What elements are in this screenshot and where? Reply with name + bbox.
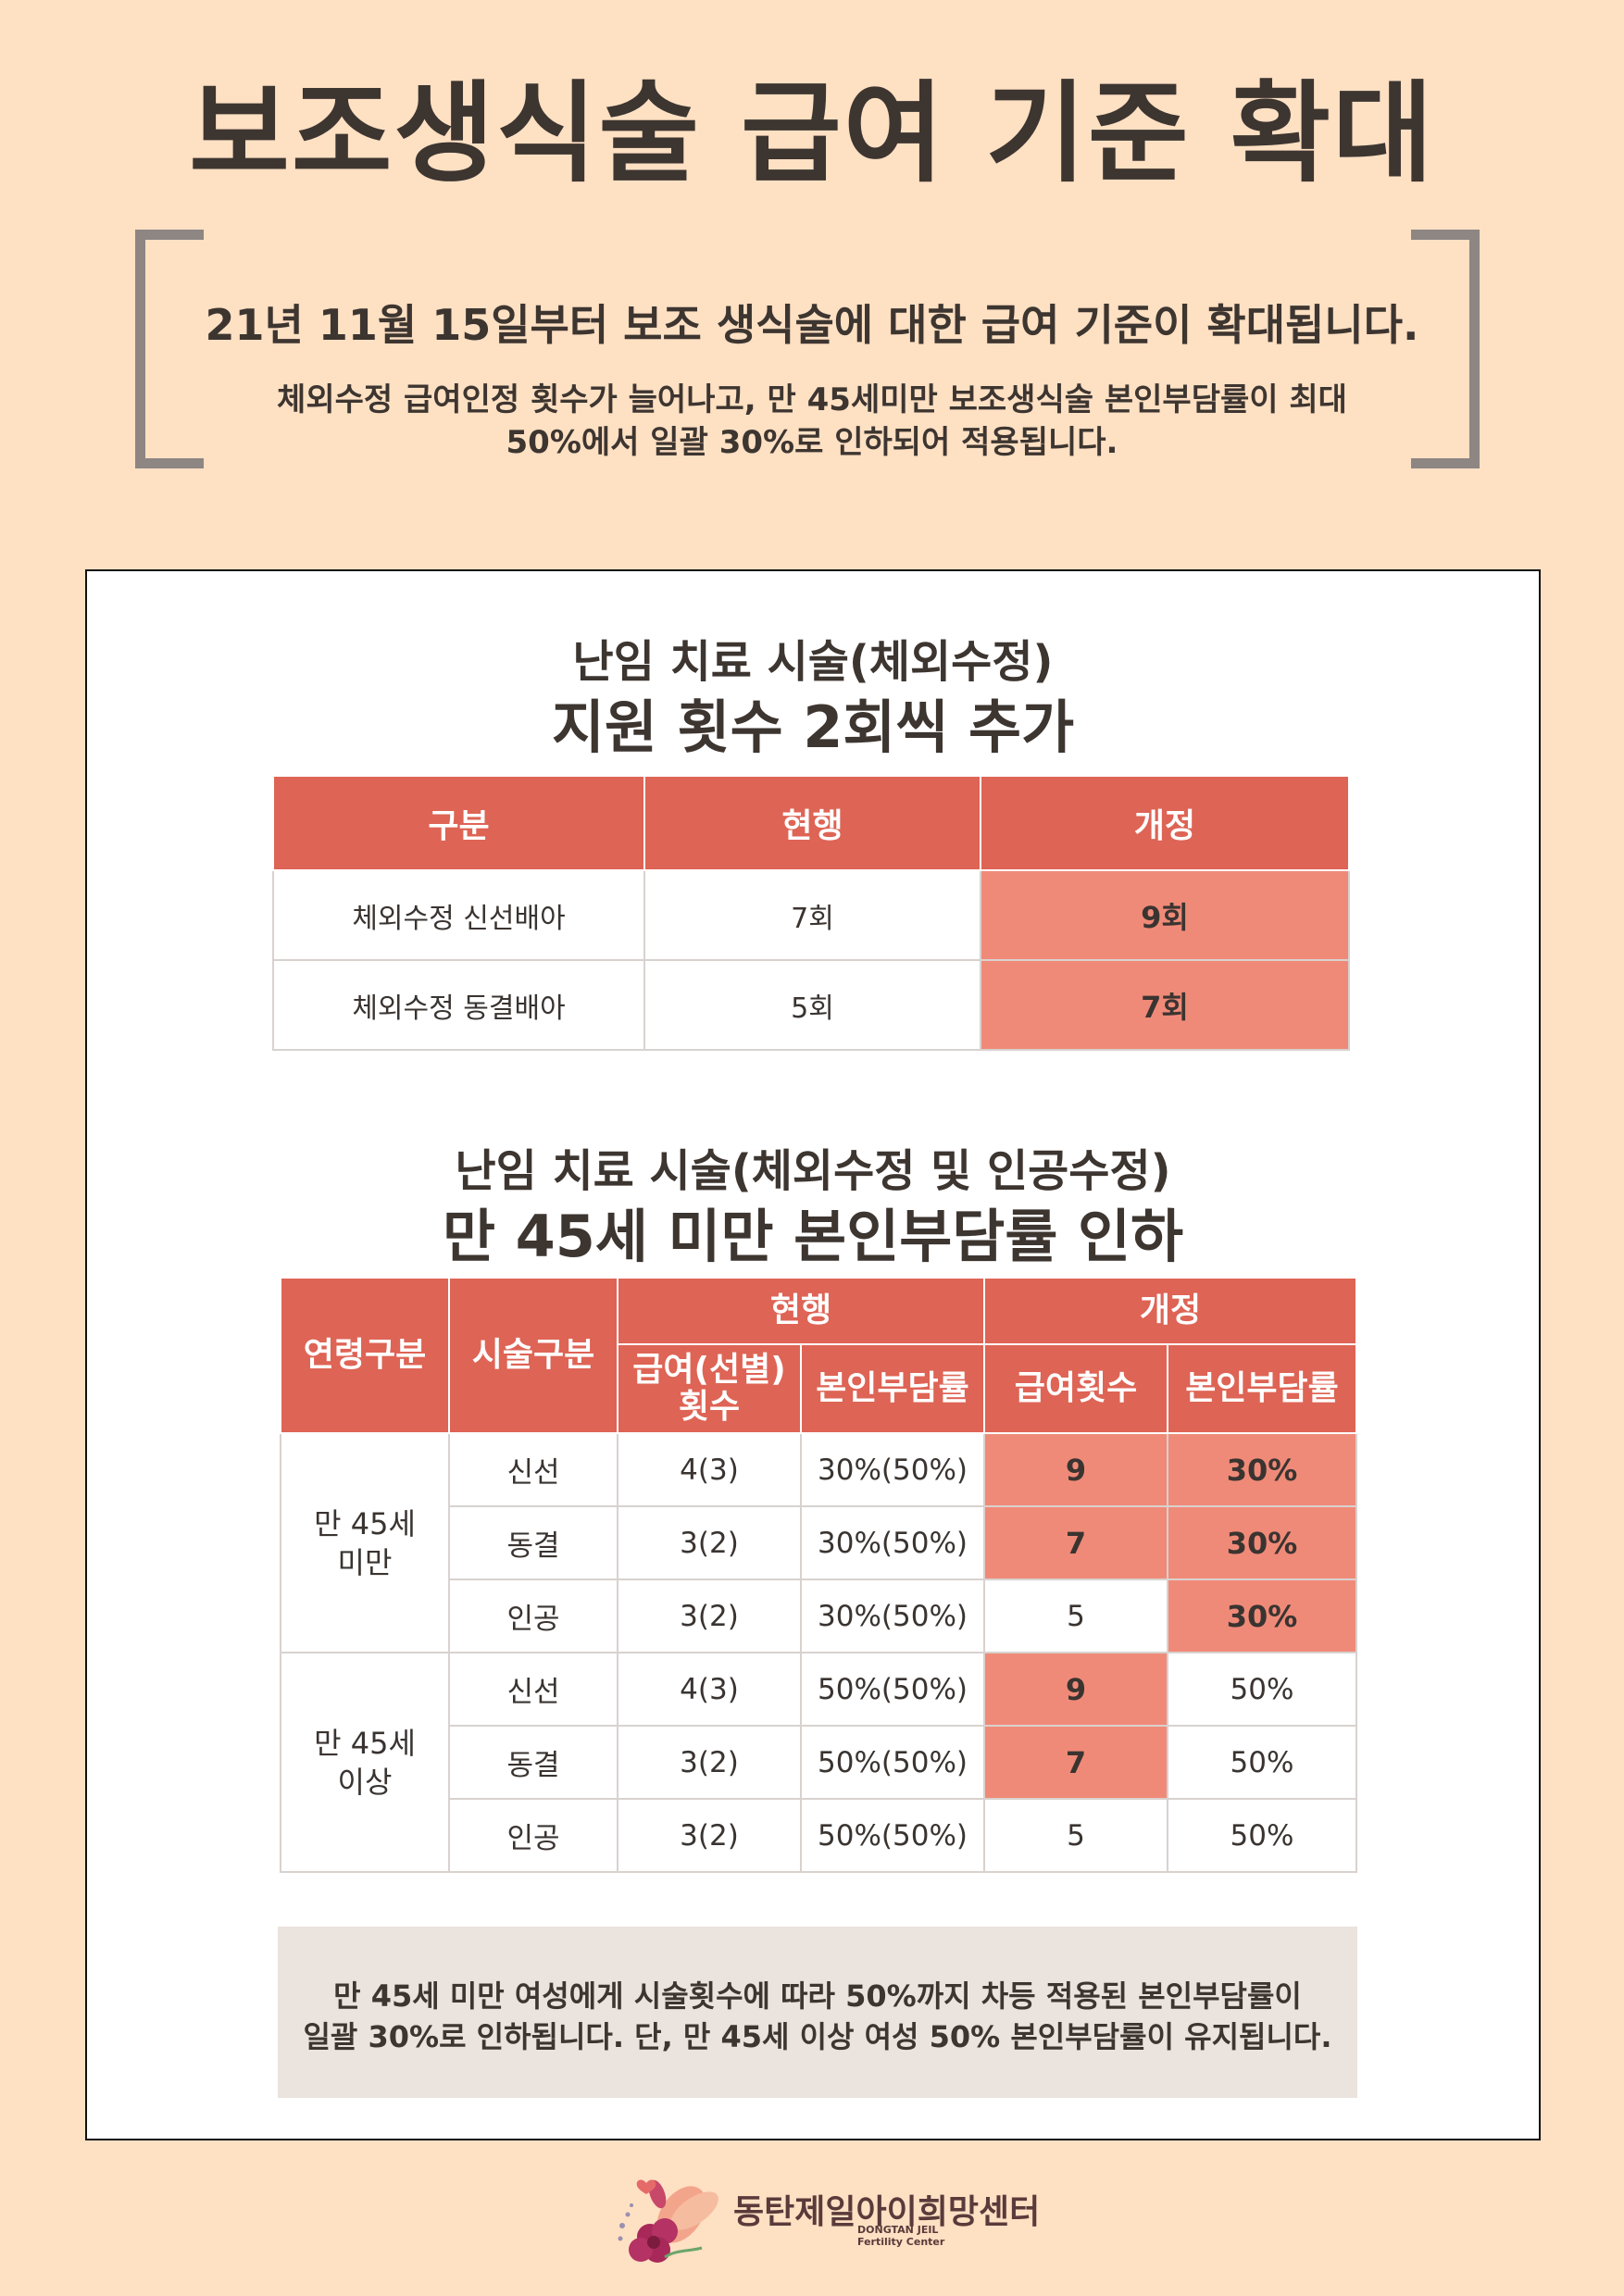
count-cell: 4(3) bbox=[617, 1432, 802, 1507]
procedure-cell: 신선 bbox=[448, 1432, 618, 1507]
header-current: 현행 bbox=[617, 1277, 985, 1345]
note-line-1: 만 45세 미만 여성에게 시술횟수에 따라 50%까지 차등 적용된 본인부담… bbox=[333, 1978, 1302, 2014]
new-rate-cell: 50% bbox=[1167, 1798, 1357, 1873]
current-count: 5회 bbox=[643, 959, 981, 1051]
header-category: 구분 bbox=[272, 775, 645, 871]
procedure-cell: 인공 bbox=[448, 1798, 618, 1873]
procedure-cell: 동결 bbox=[448, 1725, 618, 1800]
count-cell: 4(3) bbox=[617, 1652, 802, 1727]
revised-count: 9회 bbox=[980, 869, 1350, 961]
logo-sub-line-1: DONGTAN JEIL bbox=[857, 2224, 939, 2236]
table-row: 체외수정 신선배아 7회 9회 bbox=[272, 869, 1350, 961]
current-count: 7회 bbox=[643, 869, 981, 961]
table-row: 인공 3(2) 50%(50%) 5 50% bbox=[281, 1798, 1357, 1873]
procedure-cell: 인공 bbox=[448, 1578, 618, 1653]
intro-headline: 21년 11월 15일부터 보조 생식술에 대한 급여 기준이 확대됩니다. bbox=[205, 300, 1419, 350]
new-rate-cell: 30% bbox=[1167, 1505, 1357, 1580]
intro-detail-line-2: 50%에서 일괄 30%로 인하되어 적용됩니다. bbox=[506, 424, 1118, 461]
table-row: 동결 3(2) 50%(50%) 7 50% bbox=[281, 1725, 1357, 1800]
page-title: 보조생식술 급여 기준 확대 bbox=[189, 69, 1435, 197]
procedure-cell: 동결 bbox=[448, 1505, 618, 1580]
row-label: 체외수정 동결배아 bbox=[272, 959, 645, 1051]
rate-cell: 30%(50%) bbox=[800, 1432, 985, 1507]
section2-heading: 만 45세 미만 본인부담률 인하 bbox=[442, 1203, 1184, 1270]
table-row: 동결 3(2) 30%(50%) 7 30% bbox=[281, 1505, 1357, 1580]
procedure-cell: 신선 bbox=[448, 1652, 618, 1727]
table-row: 만 45세 미만 신선 4(3) 30%(50%) 9 30% bbox=[280, 1432, 1357, 1653]
ivf-count-table: 구분 현행 개정 체외수정 신선배아 7회 9회 체외수정 동결배아 5회 7회 bbox=[272, 775, 1350, 1051]
logo-sub-line-2: Fertility Center bbox=[857, 2236, 945, 2248]
header-current: 현행 bbox=[643, 775, 981, 871]
new-rate-cell: 30% bbox=[1167, 1432, 1357, 1507]
center-name: 동탄제일아이희망센터 bbox=[733, 2193, 1041, 2231]
table-header-row: 구분 현행 개정 bbox=[272, 775, 1350, 871]
table-row: 만 45세 이상 신선 4(3) 50%(50%) 9 50% bbox=[280, 1652, 1357, 1873]
center-logo: 동탄제일아이희망센터 DONGTAN JEIL Fertility Center bbox=[609, 2157, 1040, 2268]
note-line-2: 일괄 30%로 인하됩니다. 단, 만 45세 이상 여성 50% 본인부담률이… bbox=[303, 2019, 1332, 2054]
revised-count: 7회 bbox=[980, 959, 1350, 1051]
new-count-cell: 9 bbox=[983, 1432, 1168, 1507]
center-name-english: DONGTAN JEIL Fertility Center bbox=[857, 2224, 944, 2248]
header-current-rate: 본인부담률 bbox=[800, 1343, 985, 1434]
right-bracket-decoration bbox=[1411, 230, 1480, 468]
section1-subtitle: 난임 치료 시술(체외수정) bbox=[572, 636, 1054, 688]
header-revised-count: 급여횟수 bbox=[983, 1343, 1168, 1434]
left-bracket-decoration bbox=[135, 230, 204, 468]
header-revised: 개정 bbox=[983, 1277, 1357, 1345]
section1-heading: 지원 횟수 2회씩 추가 bbox=[551, 693, 1075, 761]
content-panel: 난임 치료 시술(체외수정) 지원 횟수 2회씩 추가 구분 현행 개정 체외수… bbox=[85, 569, 1541, 2140]
new-count-cell: 5 bbox=[983, 1798, 1168, 1873]
rate-cell: 50%(50%) bbox=[800, 1652, 985, 1727]
new-count-cell: 9 bbox=[983, 1652, 1168, 1727]
new-count-cell: 7 bbox=[983, 1505, 1168, 1580]
rate-cell: 50%(50%) bbox=[800, 1798, 985, 1873]
header-revised: 개정 bbox=[980, 775, 1350, 871]
row-label: 체외수정 신선배아 bbox=[272, 869, 645, 961]
age-group-45-over: 만 45세 이상 bbox=[280, 1652, 450, 1873]
count-cell: 3(2) bbox=[617, 1798, 802, 1873]
table-header-row: 연령구분 시술구분 현행 개정 bbox=[280, 1277, 1357, 1434]
table-row: 인공 3(2) 30%(50%) 5 30% bbox=[281, 1578, 1357, 1653]
count-cell: 3(2) bbox=[617, 1578, 802, 1653]
copay-table: 연령구분 시술구분 현행 개정 급여(선별) 횟수 본인부담률 급여횟수 본인부… bbox=[280, 1277, 1357, 1873]
rate-cell: 30%(50%) bbox=[800, 1578, 985, 1653]
new-count-cell: 5 bbox=[983, 1578, 1168, 1653]
new-rate-cell: 50% bbox=[1167, 1725, 1357, 1800]
new-rate-cell: 50% bbox=[1167, 1652, 1357, 1727]
intro-detail-line-1: 체외수정 급여인정 횟수가 늘어나고, 만 45세미만 보조생식술 본인부담률이… bbox=[277, 381, 1347, 418]
new-count-cell: 7 bbox=[983, 1725, 1168, 1800]
header-age: 연령구분 bbox=[280, 1277, 450, 1434]
header-current-count: 급여(선별) 횟수 bbox=[617, 1343, 802, 1434]
rate-cell: 50%(50%) bbox=[800, 1725, 985, 1800]
section2-subtitle: 난임 치료 시술(체외수정 및 인공수정) bbox=[455, 1145, 1171, 1197]
count-cell: 3(2) bbox=[617, 1505, 802, 1580]
header-procedure: 시술구분 bbox=[448, 1277, 618, 1434]
flower-logo-icon bbox=[618, 2179, 718, 2263]
note-box: 만 45세 미만 여성에게 시술횟수에 따라 50%까지 차등 적용된 본인부담… bbox=[278, 1927, 1357, 2098]
table-row: 체외수정 동결배아 5회 7회 bbox=[272, 959, 1350, 1051]
rate-cell: 30%(50%) bbox=[800, 1505, 985, 1580]
new-rate-cell: 30% bbox=[1167, 1578, 1357, 1653]
age-group-under-45: 만 45세 미만 bbox=[280, 1432, 450, 1653]
count-cell: 3(2) bbox=[617, 1725, 802, 1800]
header-revised-rate: 본인부담률 bbox=[1167, 1343, 1357, 1434]
table-subheader-row: 급여(선별) 횟수 본인부담률 급여횟수 본인부담률 bbox=[281, 1343, 1357, 1434]
